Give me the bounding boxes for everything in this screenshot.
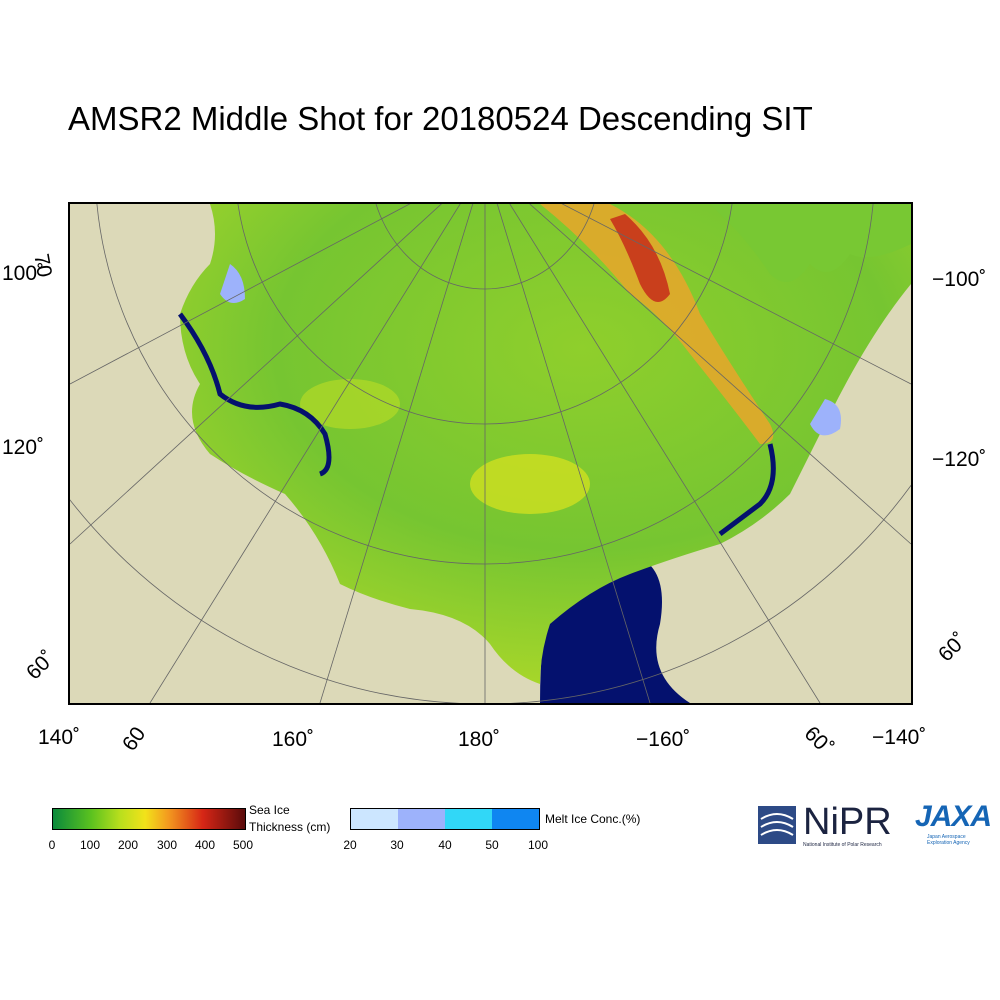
axis-label-bottom-60-right: 60˚ [799,722,838,760]
nipr-text: NiPR [803,801,892,843]
melt-tick: 20 [343,838,357,852]
jaxa-text: JAXA [915,800,992,833]
map-canvas [70,204,911,703]
axis-label-bottom-minus-140: −140˚ [872,726,927,749]
melt-label: Melt Ice Conc.(%) [545,812,641,826]
axis-label-left-60: 60˚ [22,646,60,685]
axis-label-right-100: −100˚ [932,268,987,291]
jaxa-subtext: Japan Aerospace Exploration Agency [927,834,970,846]
thickness-tick: 0 [48,838,56,852]
axis-label-bottom-minus-160: −160˚ [636,728,691,751]
melt-tick: 40 [438,838,452,852]
thickness-tick: 400 [194,838,216,852]
nipr-logo: NiPR National Institute of Polar Researc… [757,801,907,850]
axis-label-bottom-180: 180˚ [458,728,501,751]
nipr-subtext: National Institute of Polar Research [803,842,882,848]
melt-tick: 30 [390,838,404,852]
melt-swatches [350,808,540,830]
axis-label-bottom-60: 60 [118,722,151,756]
axis-label-right-120: −120˚ [932,448,987,471]
axis-label-left-120: 120˚ [2,436,45,459]
thickness-label-1: Sea Ice [249,803,290,817]
thickness-tick: 500 [232,838,254,852]
nipr-emblem-icon [758,806,796,844]
thickness-label-2: Thickness (cm) [249,820,331,834]
jaxa-logo: JAXA Japan Aerospace Exploration Agency [915,800,997,850]
axis-label-bottom-140: 140˚ [38,726,81,749]
melt-tick: 50 [485,838,499,852]
thickness-tick: 100 [79,838,101,852]
axis-label-bottom-160: 160˚ [272,728,315,751]
sea-ice-map [68,202,913,705]
thickness-tick: 300 [156,838,178,852]
page-title: AMSR2 Middle Shot for 20180524 Descendin… [68,100,813,137]
axis-label-right-60: 60˚ [934,628,972,667]
melt-tick: 100 [527,838,549,852]
thickness-gradient [52,808,246,830]
thickness-colorbar: 0 100 200 300 400 500 [48,808,253,858]
graticule [70,204,911,703]
melt-colorbar: 20 30 40 50 100 [343,808,548,858]
axis-label-left-100: 100˚ [2,262,45,285]
thickness-tick: 200 [117,838,139,852]
